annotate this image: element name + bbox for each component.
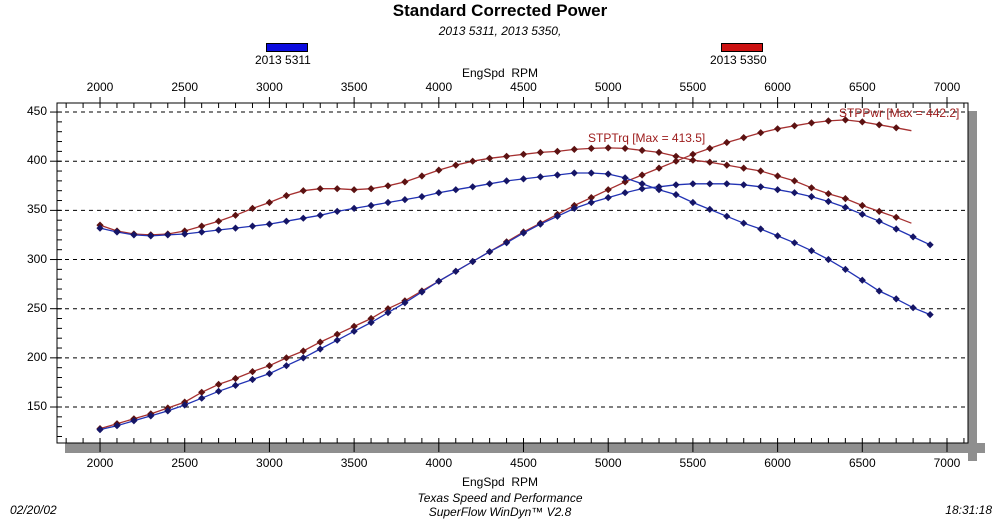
x-axis-label-bottom: EngSpd RPM xyxy=(461,475,539,489)
footer-software-name: SuperFlow WinDyn™ V2.8 xyxy=(428,505,572,519)
legend-swatch-blue xyxy=(266,43,308,52)
x-tick-label-bottom: 3000 xyxy=(256,456,283,470)
legend-swatch-red xyxy=(721,43,763,52)
x-tick-label-top: 7000 xyxy=(933,80,961,94)
x-tick-label-bottom: 2000 xyxy=(86,456,114,470)
chart-subtitle: 2013 5311, 2013 5350, xyxy=(438,24,562,38)
x-tick-label-top: 4500 xyxy=(510,80,537,94)
x-tick-label-bottom: 3500 xyxy=(340,456,368,470)
power-max-annotation: STPPwr [Max = 442.2] xyxy=(839,106,960,120)
x-tick-label-top: 2000 xyxy=(86,80,114,94)
x-tick-label-bottom: 6000 xyxy=(764,456,791,470)
torque-max-annotation: STPTrq [Max = 413.5] xyxy=(588,131,706,145)
legend-label-run-5350: 2013 5350 xyxy=(710,53,767,67)
footer-time: 18:31:18 xyxy=(945,503,992,517)
x-tick-label-top: 4000 xyxy=(425,80,453,94)
x-tick-label-top: 3000 xyxy=(256,80,283,94)
x-tick-label-top: 2500 xyxy=(171,80,199,94)
legend-label-run-5311: 2013 5311 xyxy=(255,53,311,67)
x-tick-label-bottom: 5500 xyxy=(679,456,707,470)
x-tick-label-bottom: 2500 xyxy=(171,456,199,470)
x-tick-label-bottom: 6500 xyxy=(848,456,876,470)
x-tick-label-top: 5000 xyxy=(594,80,622,94)
footer-date: 02/20/02 xyxy=(10,503,57,517)
x-tick-label-top: 6500 xyxy=(848,80,876,94)
x-tick-label-bottom: 4500 xyxy=(510,456,537,470)
x-tick-label-bottom: 7000 xyxy=(933,456,961,470)
y-tick-label: 400 xyxy=(26,153,47,168)
x-tick-label-top: 3500 xyxy=(340,80,368,94)
x-tick-label-top: 6000 xyxy=(764,80,791,94)
y-tick-label: 250 xyxy=(26,300,47,315)
x-tick-label-bottom: 4000 xyxy=(425,456,453,470)
y-tick-label: 150 xyxy=(26,399,47,413)
x-tick-label-top: 5500 xyxy=(679,80,707,94)
y-tick-label: 300 xyxy=(26,251,47,266)
x-tick-label-bottom: 5000 xyxy=(594,456,622,470)
footer-shop-name: Texas Speed and Performance xyxy=(417,491,583,505)
y-tick-label: 200 xyxy=(26,349,47,364)
x-axis-label-top: EngSpd RPM xyxy=(461,66,539,80)
y-tick-label: 450 xyxy=(26,104,47,119)
y-tick-label: 350 xyxy=(26,202,47,217)
page-title: Standard Corrected Power xyxy=(392,1,608,20)
